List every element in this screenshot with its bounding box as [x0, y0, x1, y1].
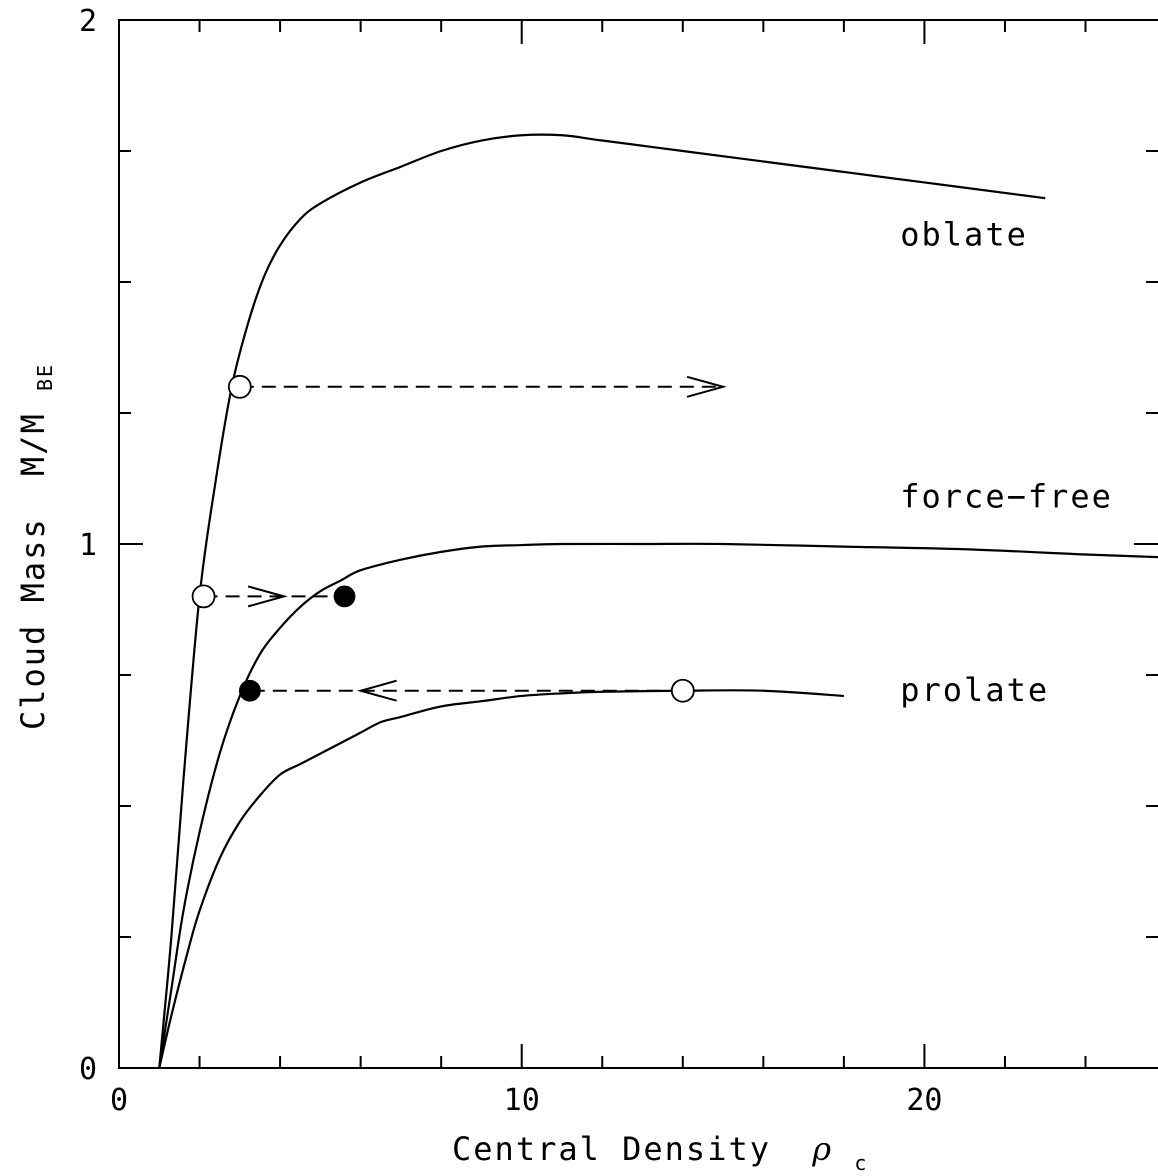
series-line-prolate	[158, 689, 844, 1069]
y-axis-title-text: Cloud Mass	[14, 517, 52, 730]
transition-arrows	[203, 375, 727, 702]
x-tick-label: 20	[906, 1083, 942, 1118]
y-axis-title: Cloud Mass M/M BE	[14, 363, 57, 730]
curve-label: prolate	[900, 671, 1049, 709]
y-tick-label: 0	[79, 1052, 97, 1087]
tick-labels: 0 10 20 0 1 2	[79, 4, 943, 1118]
series-line-oblate	[158, 133, 1046, 1069]
transition-arrowhead	[686, 375, 727, 398]
x-axis-title-text: Central Density	[452, 1130, 771, 1168]
series-line-force-free	[158, 542, 1158, 1069]
x-axis-symbol-sub: c	[854, 1151, 868, 1175]
transition-arrowhead	[247, 585, 288, 608]
y-tick-label: 2	[79, 4, 97, 39]
markers	[191, 374, 695, 703]
y-tick-label: 1	[79, 528, 97, 563]
filled-marker	[333, 585, 356, 608]
transition-arrowhead	[356, 679, 397, 702]
x-axis-symbol: ρ	[811, 1130, 833, 1168]
y-axis-symbol: M/M	[14, 412, 52, 476]
curves	[158, 133, 1158, 1069]
open-marker	[191, 584, 216, 609]
open-marker	[227, 374, 252, 399]
curve-label: oblate	[900, 215, 1028, 253]
filled-marker	[238, 679, 261, 702]
y-axis-symbol-sub: BE	[33, 363, 57, 391]
x-tick-label: 10	[504, 1083, 540, 1118]
curve-labels: oblate force−free prolate	[900, 215, 1113, 709]
axis-ticks	[118, 19, 1158, 1069]
x-axis-title: Central Density ρ c	[452, 1130, 868, 1175]
curve-label: force−free	[900, 477, 1113, 515]
x-tick-label: 0	[110, 1083, 128, 1118]
open-marker	[670, 678, 695, 703]
